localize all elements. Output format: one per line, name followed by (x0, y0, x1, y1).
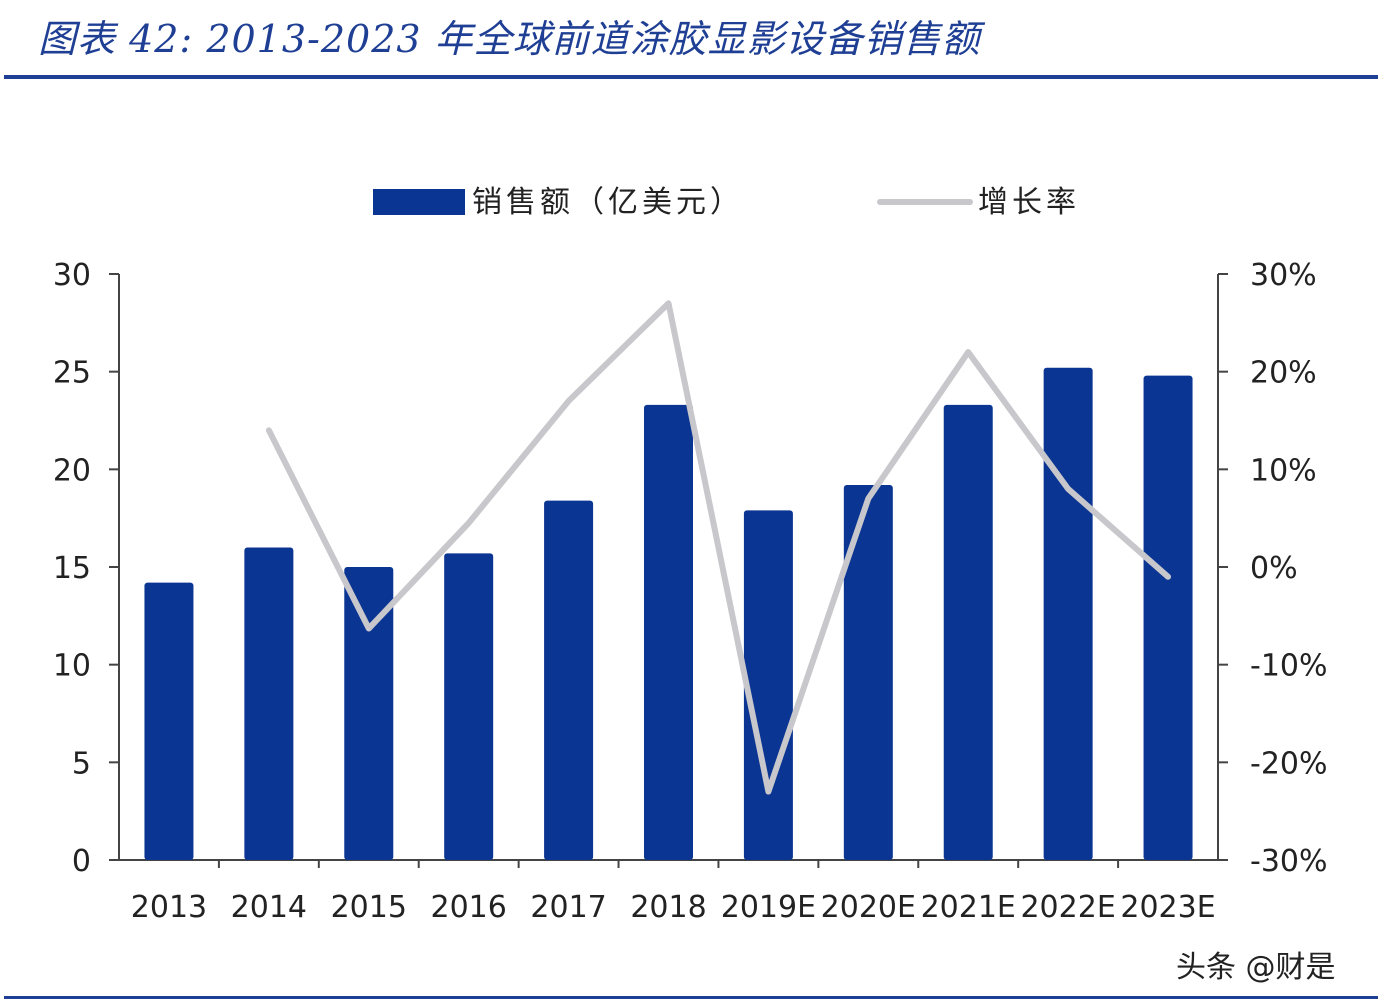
bar-2022E (1043, 367, 1093, 860)
legend-bar-label: 销售额（亿美元） (472, 185, 744, 220)
x-tick-label: 2022E (1020, 890, 1115, 925)
left-tick-label: 20 (53, 453, 91, 488)
x-tick-label: 2020E (821, 890, 916, 925)
x-tick-label: 2019E (721, 890, 816, 925)
legend-line-label: 增长率 (978, 185, 1080, 220)
x-tick-label: 2023E (1120, 890, 1215, 925)
x-tick-label: 2013 (131, 890, 207, 925)
x-axis-labels: 2013 2014 2015 2016 2017 2018 2019E 2020E 2021E 2… (131, 890, 1216, 925)
left-tick-label: 0 (72, 844, 91, 879)
bar-2019E (743, 510, 793, 860)
figure-title: 图表 42: 2013-2023 年全球前道涂胶显影设备销售额 (38, 17, 981, 61)
x-tick-label: 2017 (530, 890, 606, 925)
growth-rate-series-line (265, 300, 1171, 795)
left-tick-label: 30 (53, 258, 91, 293)
right-tick-label: 30% (1250, 258, 1317, 293)
x-tick-label: 2018 (630, 890, 706, 925)
left-tick-label: 10 (53, 649, 91, 684)
x-tick-label: 2016 (431, 890, 507, 925)
left-tick-label: 25 (53, 356, 91, 391)
legend: 销售额（亿美元） 增长率 (373, 185, 1080, 220)
x-tick-label: 2021E (921, 890, 1016, 925)
legend-bar-swatch (373, 189, 465, 215)
left-tick-label: 5 (72, 746, 91, 781)
x-tick-label: 2014 (231, 890, 307, 925)
watermark: 头条 @财是 (1176, 950, 1336, 985)
x-tick-label: 2015 (331, 890, 407, 925)
bar-2016 (444, 553, 494, 860)
axes: 0 5 10 15 20 25 30 -30% -20% -10% 0% 10% 20% 30% (53, 258, 1328, 879)
bars (144, 367, 1193, 860)
bar-2014 (244, 547, 294, 860)
bottom-rule (4, 996, 1378, 999)
right-tick-label: 10% (1250, 453, 1317, 488)
growth-line (265, 300, 1171, 795)
bar-2013 (144, 582, 194, 860)
right-tick-label: -20% (1250, 746, 1328, 781)
bar-2017 (544, 500, 594, 860)
bar-2018 (644, 404, 693, 860)
right-tick-label: -30% (1250, 844, 1328, 879)
bar-2021E (943, 404, 993, 860)
right-tick-label: 0% (1250, 551, 1298, 586)
left-tick-label: 15 (53, 551, 91, 586)
right-tick-label: 20% (1250, 356, 1317, 391)
bar-2015 (344, 567, 394, 860)
bar-2020E (843, 484, 893, 860)
right-tick-label: -10% (1250, 649, 1328, 684)
bar-2023E (1143, 375, 1193, 860)
title-rule (4, 75, 1378, 79)
